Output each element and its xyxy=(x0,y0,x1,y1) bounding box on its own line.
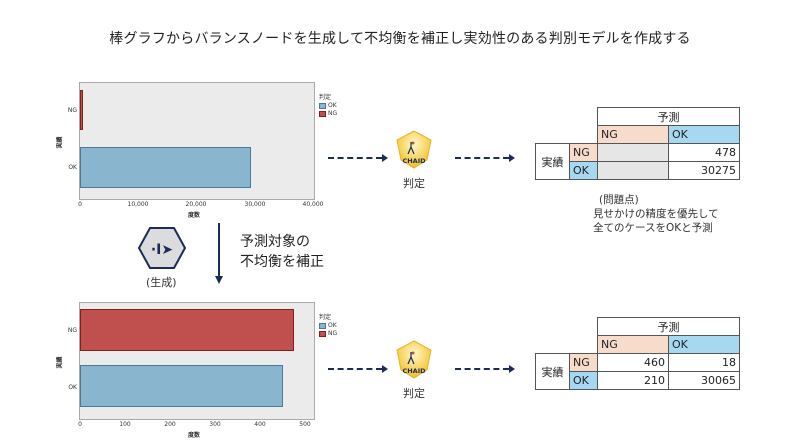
legend-label-ok: OK xyxy=(328,322,337,329)
bar-chart-after: NG OK 実績 0 100 200 300 400 500 度数 判定 OK … xyxy=(55,300,337,440)
legend-label-ng: NG xyxy=(328,110,338,117)
xtick: 200 xyxy=(164,421,176,428)
x-axis-label: 度数 xyxy=(188,432,201,439)
arrowhead xyxy=(509,154,515,162)
chaid-model-icon: CHAID xyxy=(394,130,434,170)
xtick: 10,000 xyxy=(127,201,149,208)
svg-text:CHAID: CHAID xyxy=(402,157,426,165)
x-axis-label: 度数 xyxy=(188,212,201,219)
legend-swatch-ok xyxy=(319,322,326,329)
note-heading: (問題点) xyxy=(599,194,639,206)
pred-col-ok: OK xyxy=(668,335,740,354)
cell-ng-ok: 478 xyxy=(668,143,740,162)
ytick-ng: NG xyxy=(67,327,77,334)
actual-row-ng: NG xyxy=(569,353,598,372)
y-axis-label: 実績 xyxy=(56,136,64,149)
xtick: 500 xyxy=(299,421,311,428)
cell-ok-ng: 210 xyxy=(597,371,669,390)
svg-text:CHAID: CHAID xyxy=(402,367,426,375)
bar-ng xyxy=(80,309,294,351)
actual-row-ng: NG xyxy=(569,143,598,162)
bar-ng xyxy=(80,90,83,130)
xtick: 30,000 xyxy=(244,201,266,208)
cell-ok-ok: 30275 xyxy=(668,161,740,180)
chart-legend: 判定 OK NG xyxy=(319,92,337,117)
down-arrow xyxy=(214,223,224,285)
legend-swatch-ng xyxy=(319,110,326,117)
xtick: 100 xyxy=(119,421,131,428)
pred-col-ng: NG xyxy=(597,125,669,144)
actual-header: 実績 xyxy=(535,143,570,180)
chaid-model-icon: CHAID xyxy=(394,340,434,380)
cell-ng-ng xyxy=(597,143,669,162)
bar-chart-before: NG OK 実績 0 10,000 20,000 30,000 40,000 度… xyxy=(55,80,337,220)
cell-ng-ng: 460 xyxy=(597,353,669,372)
arrowhead xyxy=(509,365,515,373)
ytick-ok: OK xyxy=(68,164,77,171)
xtick: 300 xyxy=(209,421,221,428)
arrowhead xyxy=(382,154,388,162)
xtick: 0 xyxy=(78,201,82,208)
legend-label-ng: NG xyxy=(328,330,338,337)
confusion-matrix-before: 予測 NG OK 実績 NG 478 OK 30275 xyxy=(535,107,740,180)
predicted-header: 予測 xyxy=(597,317,740,336)
pred-col-ok: OK xyxy=(668,125,740,144)
cell-ok-ng xyxy=(597,161,669,180)
svg-text:·I➤: ·I➤ xyxy=(151,242,174,258)
dashed-arrow xyxy=(455,157,509,159)
note-line-1: 見せかけの精度を優先して xyxy=(593,208,719,220)
dashed-arrow xyxy=(328,157,382,159)
chart-legend: 判定 OK NG xyxy=(319,312,337,337)
balance-node-label: (生成) xyxy=(146,276,177,289)
xtick: 40,000 xyxy=(302,201,324,208)
page-title: 棒グラフからバランスノードを生成して不均衡を補正し実効性のある判別モデルを作成す… xyxy=(109,31,691,47)
bar-ok xyxy=(80,365,283,407)
dashed-arrow xyxy=(455,368,509,370)
confusion-matrix-after: 予測 NG OK 実績 NG 460 18 OK 210 30065 xyxy=(535,317,740,390)
correction-text: 予測対象の 不均衡を補正 xyxy=(240,232,324,272)
legend-label-ok: OK xyxy=(328,102,337,109)
legend-title: 判定 xyxy=(319,314,332,321)
balance-node-icon: ·I➤ xyxy=(137,226,187,270)
xtick: 400 xyxy=(254,421,266,428)
y-axis-label: 実績 xyxy=(56,356,64,369)
cell-ok-ok: 30065 xyxy=(668,371,740,390)
chaid-label: 判定 xyxy=(403,387,425,400)
correction-line-1: 予測対象の xyxy=(240,234,310,250)
note-line-2: 全てのケースをOKと予測 xyxy=(593,222,713,234)
actual-row-ok: OK xyxy=(569,371,598,390)
predicted-header: 予測 xyxy=(597,107,740,126)
xtick: 0 xyxy=(78,421,82,428)
legend-swatch-ok xyxy=(319,102,326,109)
correction-line-2: 不均衡を補正 xyxy=(240,254,324,270)
problem-note: (問題点) 見せかけの精度を優先して 全てのケースをOKと予測 xyxy=(593,193,719,235)
cell-ng-ok: 18 xyxy=(668,353,740,372)
pred-col-ng: NG xyxy=(597,335,669,354)
chaid-label: 判定 xyxy=(403,177,425,190)
dashed-arrow xyxy=(328,368,382,370)
legend-title: 判定 xyxy=(319,94,332,101)
ytick-ok: OK xyxy=(68,384,77,391)
actual-header: 実績 xyxy=(535,353,570,390)
actual-row-ok: OK xyxy=(569,161,598,180)
arrowhead xyxy=(382,365,388,373)
bar-ok xyxy=(80,147,251,188)
legend-swatch-ng xyxy=(319,330,326,337)
xtick: 20,000 xyxy=(185,201,207,208)
ytick-ng: NG xyxy=(67,107,77,114)
